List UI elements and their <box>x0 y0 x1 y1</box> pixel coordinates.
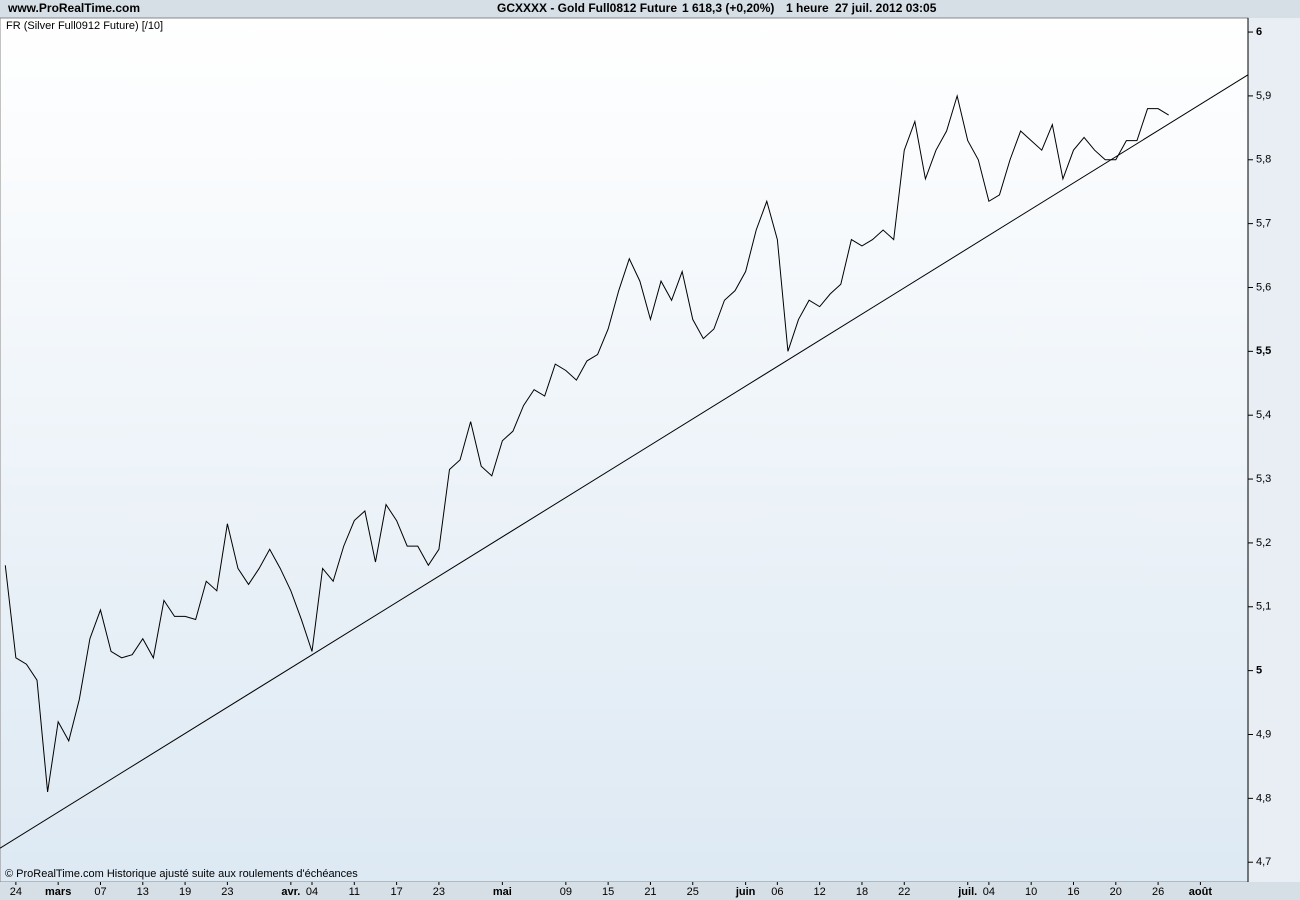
x-tick-label: 25 <box>687 886 699 898</box>
y-tick-label: 4,9 <box>1256 728 1271 740</box>
footnote: © ProRealTime.com Historique ajusté suit… <box>5 868 358 880</box>
x-tick-label: 23 <box>221 886 233 898</box>
y-axis-panel <box>1248 18 1300 882</box>
x-tick-label: 13 <box>137 886 149 898</box>
x-tick-label: août <box>1189 886 1213 898</box>
y-tick-label: 6 <box>1256 26 1262 38</box>
datetime: 27 juil. 2012 03:05 <box>835 1 937 15</box>
y-tick-label: 5,7 <box>1256 218 1271 230</box>
y-tick-label: 5,2 <box>1256 537 1271 549</box>
y-tick-label: 5,5 <box>1256 345 1271 357</box>
x-tick-label: 10 <box>1025 886 1037 898</box>
y-tick-label: 4,7 <box>1256 856 1271 868</box>
series-label: FR (Silver Full0912 Future) [/10] <box>6 20 163 32</box>
x-tick-label: 18 <box>856 886 868 898</box>
x-tick-label: 04 <box>983 886 995 898</box>
timeframe: 1 heure <box>786 1 829 15</box>
y-tick-label: 5,9 <box>1256 90 1271 102</box>
price: 1 618,3 (+0,20%) <box>682 1 774 15</box>
x-tick-label: 16 <box>1067 886 1079 898</box>
plot-area <box>0 17 1249 883</box>
x-tick-label: juil. <box>957 886 977 898</box>
x-tick-label: 21 <box>644 886 656 898</box>
instrument: GCXXXX - Gold Full0812 Future <box>497 1 677 15</box>
price-line <box>4 93 1169 793</box>
x-tick-label: 19 <box>179 886 191 898</box>
y-tick-label: 5,8 <box>1256 154 1271 166</box>
y-tick-label: 5 <box>1256 665 1262 677</box>
x-tick-label: 22 <box>898 886 910 898</box>
x-tick-label: 04 <box>306 886 318 898</box>
x-tick-label: 26 <box>1152 886 1164 898</box>
x-tick-label: juin <box>735 886 756 898</box>
y-tick-label: 5,3 <box>1256 473 1271 485</box>
x-tick-label: mai <box>493 886 512 898</box>
x-tick-label: 06 <box>771 886 783 898</box>
x-tick-label: 15 <box>602 886 614 898</box>
x-tick-label: 07 <box>94 886 106 898</box>
x-axis-panel <box>0 882 1300 900</box>
y-tick-label: 5,4 <box>1256 409 1271 421</box>
header-bar <box>0 0 1300 18</box>
x-tick-label: 09 <box>560 886 572 898</box>
x-tick-label: 12 <box>814 886 826 898</box>
y-tick-label: 4,8 <box>1256 792 1271 804</box>
y-tick-label: 5,1 <box>1256 601 1271 613</box>
x-tick-label: 11 <box>349 886 360 898</box>
site: www.ProRealTime.com <box>7 1 140 15</box>
y-tick-label: 5,6 <box>1256 281 1271 293</box>
trendline <box>0 74 1249 849</box>
x-tick-label: 24 <box>10 886 22 898</box>
x-tick-label: avr. <box>281 886 300 898</box>
x-tick-label: 20 <box>1110 886 1122 898</box>
x-tick-label: 17 <box>390 886 402 898</box>
x-tick-label: 23 <box>433 886 445 898</box>
x-tick-label: mars <box>45 886 71 898</box>
